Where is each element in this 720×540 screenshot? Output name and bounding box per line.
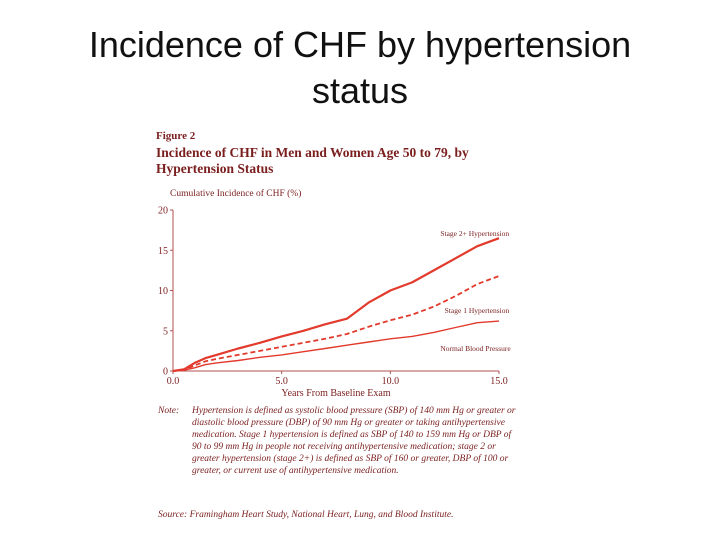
- chart: 0 5 10 15 20 0.0 5.0 10.0 15.0 Years From Baselin…: [158, 206, 511, 397]
- note-text: Hypertension is defined as systolic bloo…: [192, 406, 516, 476]
- series-line-0: [172, 237, 500, 373]
- y-tick-label: 5: [163, 326, 168, 337]
- series-line-2: [172, 320, 500, 372]
- figure-source: Source: Framingham Heart Study, National…: [158, 510, 454, 520]
- x-tick-label: 10.0: [382, 376, 400, 387]
- y-tick-label: 15: [158, 246, 168, 257]
- figure-title: Incidence of CHF in Men and Women Age 50…: [156, 145, 469, 176]
- note-label: Note:: [158, 406, 180, 416]
- series-line-1: [172, 275, 500, 372]
- x-tick-label: 0.0: [167, 376, 180, 387]
- series-annotation-1: Stage 1 Hypertension: [445, 306, 510, 315]
- slide-title: Incidence of CHF by hypertension status: [88, 24, 632, 111]
- y-tick-label: 20: [158, 206, 168, 217]
- figure-label: Figure 2: [156, 130, 196, 142]
- x-tick-label: 15.0: [490, 376, 508, 387]
- x-axis-label: Years From Baseline Exam: [281, 388, 390, 396]
- y-tick-label: 0: [163, 367, 168, 378]
- y-tick-label: 10: [158, 286, 168, 297]
- x-tick-label: 5.0: [275, 376, 288, 387]
- series-annotation-0: Stage 2+ Hypertension: [440, 229, 509, 238]
- figure-note: Note: Hypertension is defined as systoli…: [158, 405, 518, 477]
- y-axis-label: Cumulative Incidence of CHF (%): [170, 189, 302, 199]
- series-annotation-2: Normal Blood Pressure: [440, 344, 511, 353]
